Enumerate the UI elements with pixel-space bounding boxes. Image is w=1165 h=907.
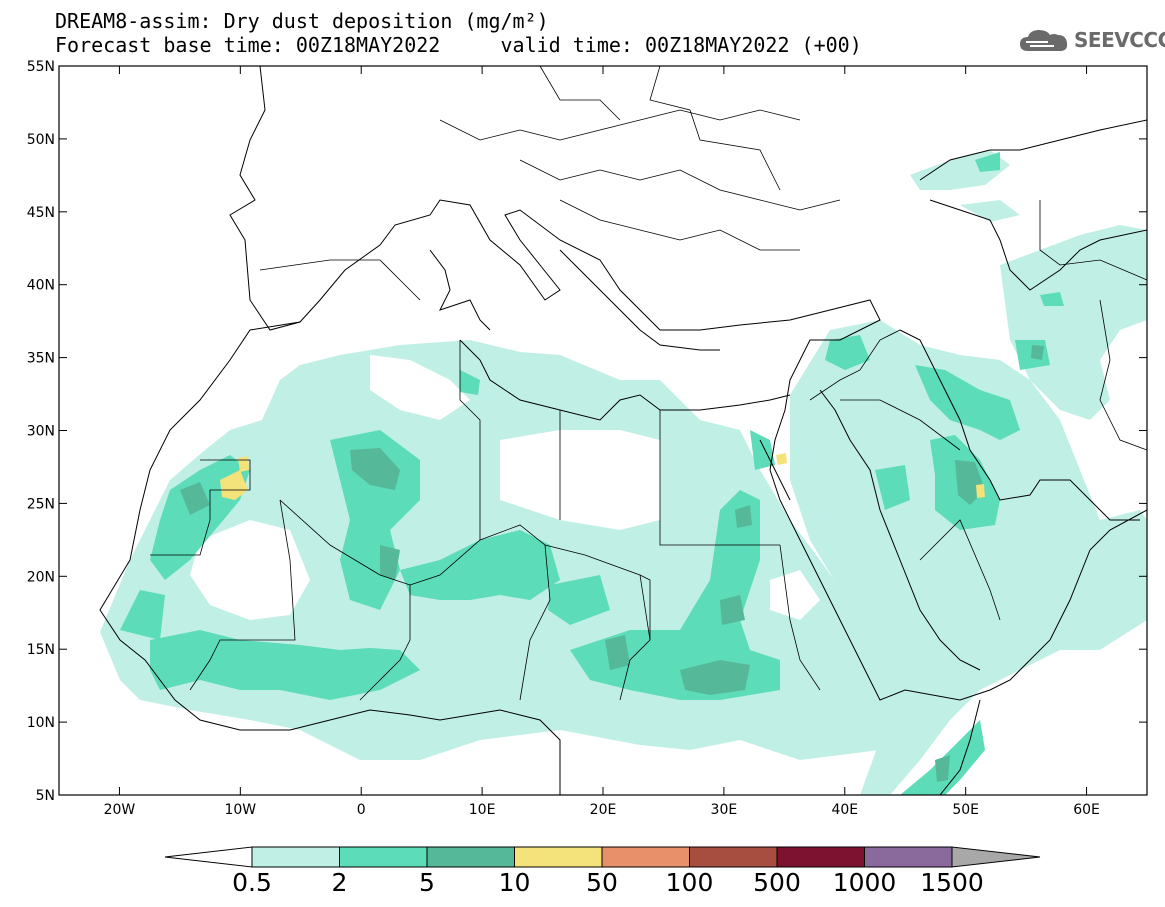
lat-tick-label: 40N	[27, 278, 55, 294]
colorbar-over-arrow	[951, 846, 1041, 868]
lon-tick-label: 20W	[104, 802, 136, 818]
lat-tick-label: 10N	[27, 715, 55, 731]
logo-text: SEEVCCC	[1074, 28, 1165, 52]
colorbar	[164, 846, 1041, 868]
lat-tick-label: 15N	[27, 642, 55, 658]
colorbar-label: 50	[586, 868, 618, 897]
map-title: DREAM8-assim: Dry dust deposition (mg/m²…	[55, 9, 549, 33]
colorbar-label: 1500	[920, 868, 984, 897]
colorbar-swatch	[601, 846, 690, 868]
colorbar-label: 0.5	[232, 868, 272, 897]
colorbar-swatch	[339, 846, 428, 868]
lon-tick-label: 0	[357, 802, 366, 818]
lon-tick-label: 40E	[831, 802, 858, 818]
lat-tick-label: 50N	[27, 132, 55, 148]
cloud-icon	[1020, 30, 1068, 51]
colorbar-swatch	[689, 846, 778, 868]
lat-tick-label: 30N	[27, 424, 55, 440]
colorbar-under-arrow	[164, 846, 253, 868]
lon-tick-label: 50E	[952, 802, 979, 818]
lon-tick-label: 30E	[711, 802, 738, 818]
lat-tick-label: 25N	[27, 496, 55, 512]
colorbar-label: 5	[419, 868, 435, 897]
colorbar-label: 10	[498, 868, 531, 897]
colorbar-label: 500	[753, 868, 801, 897]
dust-level-0.5	[100, 150, 1147, 795]
map-subtitle: Forecast base time: 00Z18MAY2022 valid t…	[55, 33, 862, 57]
coastlines	[99, 66, 1147, 795]
dust-level-5	[180, 345, 1044, 782]
country-borders	[150, 66, 1147, 701]
lon-axis: 20W 10W 0 10E 20E 30E 40E 50E 60E	[104, 66, 1100, 818]
colorbar-label: 2	[331, 868, 348, 897]
lon-tick-label: 10W	[224, 802, 256, 818]
lon-tick-label: 60E	[1073, 802, 1100, 818]
seevccc-logo: SEEVCCC	[1018, 27, 1165, 53]
colorbar-label: 100	[665, 868, 714, 897]
dust-field	[100, 150, 1147, 795]
lat-tick-label: 45N	[27, 205, 55, 221]
lat-tick-label: 5N	[36, 788, 55, 804]
colorbar-swatch	[776, 846, 865, 868]
lon-tick-label: 10E	[469, 802, 496, 818]
lat-axis: 55N 50N 45N 40N 35N 30N 25N 20N 15N 10N 5N	[27, 59, 1147, 804]
colorbar-swatch	[514, 846, 603, 868]
lat-tick-label: 35N	[27, 351, 55, 367]
colorbar-swatch	[426, 846, 515, 868]
colorbar-swatch	[864, 846, 953, 868]
lon-tick-label: 20E	[590, 802, 617, 818]
colorbar-swatch	[251, 846, 340, 868]
lat-tick-label: 20N	[27, 569, 55, 585]
colorbar-label: 1000	[832, 868, 897, 897]
lat-tick-label: 55N	[27, 59, 55, 75]
